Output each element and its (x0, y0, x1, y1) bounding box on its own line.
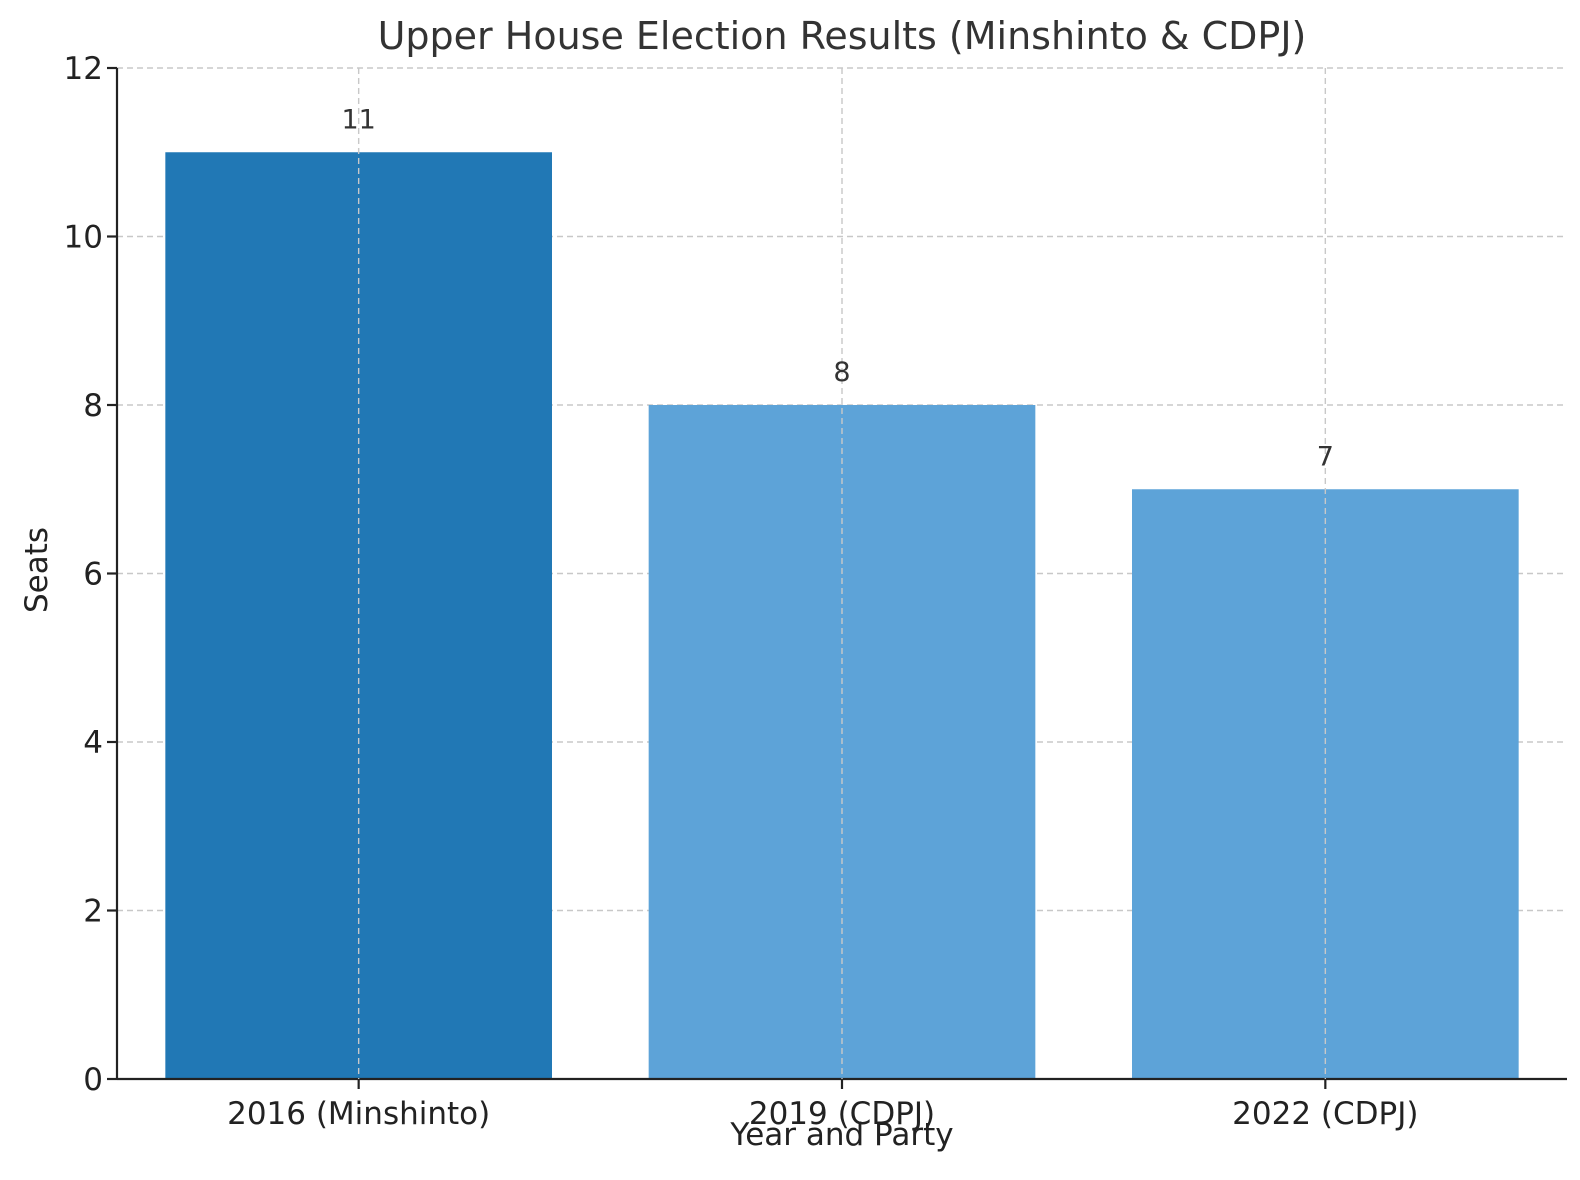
y-ticks: 0 2 4 6 8 10 12 (64, 51, 117, 1098)
y-tick-label: 2 (83, 894, 103, 930)
bar-value-label: 7 (1317, 441, 1334, 472)
y-tick-label: 6 (83, 557, 103, 593)
x-tick-label: 2016 (Minshinto) (227, 1096, 490, 1132)
y-tick-label: 10 (64, 220, 103, 256)
y-tick-label: 8 (83, 388, 103, 424)
y-axis-label: Seats (19, 527, 55, 613)
y-tick-label: 4 (83, 725, 103, 761)
bar-value-label: 8 (833, 357, 850, 388)
x-tick-label: 2022 (CDPJ) (1232, 1096, 1418, 1132)
y-tick-label: 0 (83, 1062, 103, 1098)
x-tick-label: 2019 (CDPJ) (749, 1096, 935, 1132)
x-axis-label: Year and Party (729, 1117, 953, 1153)
bar-value-label: 11 (341, 104, 375, 135)
data-labels: 11 8 7 (341, 68, 1334, 1079)
x-ticks: 2016 (Minshinto) 2019 (CDPJ) 2022 (CDPJ) (227, 1079, 1418, 1132)
chart-title: Upper House Election Results (Minshinto … (378, 14, 1307, 58)
bar (165, 152, 553, 1079)
y-tick-label: 12 (64, 51, 103, 87)
